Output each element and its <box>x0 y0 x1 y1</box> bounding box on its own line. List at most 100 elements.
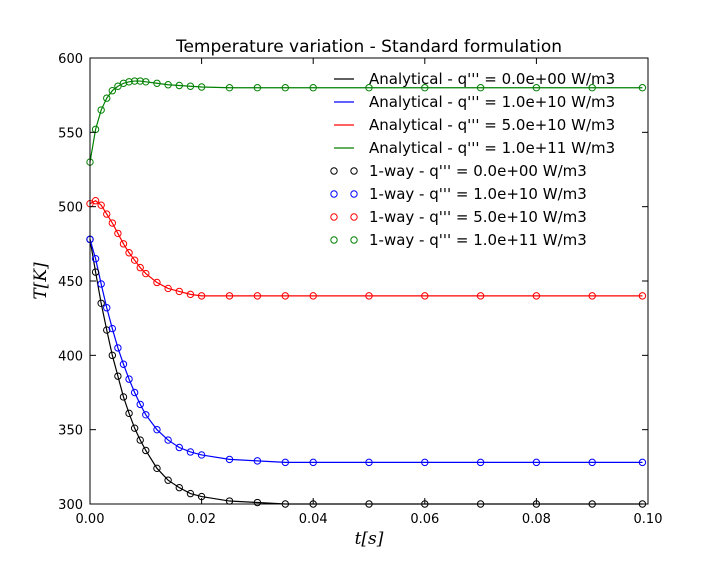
series-point <box>532 292 541 300</box>
series-line <box>89 80 643 163</box>
series-point <box>103 94 111 102</box>
y-axis-label: T[K] <box>31 262 51 300</box>
series-point <box>186 82 195 90</box>
series-point <box>186 290 195 299</box>
x-tick-label: 0.04 <box>299 512 328 527</box>
series-point <box>476 292 485 300</box>
series-2 <box>89 200 643 297</box>
series-point <box>130 388 139 397</box>
series-layer <box>86 77 647 508</box>
y-tick-label: 300 <box>58 498 83 513</box>
series-point <box>136 400 144 409</box>
series-point <box>186 448 195 456</box>
series-point <box>365 458 373 467</box>
series-point <box>164 284 172 293</box>
series-point <box>588 458 596 467</box>
series-point <box>638 292 647 300</box>
tick-layer: 0.00 0.02 0.04 0.06 0.08 0.10 300 350 400 450 500 5… <box>58 52 662 527</box>
series-point <box>309 458 317 467</box>
series-point <box>91 268 100 276</box>
series-point <box>153 425 161 434</box>
series-point <box>108 351 117 360</box>
series-point <box>125 409 133 418</box>
series-point <box>97 280 105 288</box>
legend-entry: Analytical - q''' = 0.0e+00 W/m3 <box>334 70 615 88</box>
series-point <box>119 393 128 401</box>
legend-label: 1-way - q''' = 1.0e+11 W/m3 <box>369 231 587 249</box>
series-point <box>476 84 485 92</box>
series-point <box>175 483 183 492</box>
series-point <box>365 292 373 300</box>
legend-entry: Analytical - q''' = 5.0e+10 W/m3 <box>334 116 615 134</box>
legend-label: Analytical - q''' = 1.0e+11 W/m3 <box>369 139 615 157</box>
x-tick-label: 0.08 <box>522 512 551 527</box>
series-point <box>197 83 206 91</box>
series-point <box>153 278 161 287</box>
series-point <box>108 324 117 333</box>
y-tick-label: 600 <box>58 52 83 67</box>
series-point <box>253 498 262 507</box>
series-point <box>588 84 596 92</box>
series-point <box>142 411 150 419</box>
legend-label: Analytical - q''' = 5.0e+10 W/m3 <box>369 116 615 134</box>
series-point <box>119 240 128 248</box>
x-axis-label: t[s] <box>355 529 384 549</box>
y-tick-label: 350 <box>58 424 83 439</box>
legend-entry: Analytical - q''' = 1.0e+10 W/m3 <box>334 93 615 111</box>
series-point <box>114 229 122 238</box>
series-point <box>125 375 133 383</box>
series-point <box>588 292 596 300</box>
series-point <box>225 84 234 92</box>
y-tick-label: 500 <box>58 201 83 216</box>
series-point <box>253 457 262 465</box>
x-tick-label: 0.06 <box>410 512 439 527</box>
series-point <box>309 84 317 92</box>
legend-entry: 1-way - q''' = 1.0e+10 W/m3 <box>330 185 587 203</box>
series-point <box>114 82 122 90</box>
series-point <box>130 424 139 432</box>
series-point <box>108 87 117 95</box>
legend-entry: Analytical - q''' = 1.0e+11 W/m3 <box>334 139 615 157</box>
series-point <box>421 458 429 467</box>
y-tick-label: 450 <box>58 275 83 290</box>
series-point <box>225 455 234 464</box>
series-point <box>130 256 139 264</box>
series-point <box>281 458 289 467</box>
series-point <box>253 84 262 92</box>
series-point <box>225 292 234 300</box>
legend-swatch-marker <box>350 167 358 175</box>
plot-area <box>90 58 648 504</box>
series-7 <box>86 77 647 166</box>
series-point <box>119 360 128 368</box>
series-point <box>136 263 144 272</box>
series-point <box>103 326 111 334</box>
legend-label: Analytical - q''' = 1.0e+10 W/m3 <box>369 93 615 111</box>
series-point <box>97 106 105 114</box>
x-tick-label: 0.00 <box>76 512 105 527</box>
legend-swatch-marker <box>350 213 358 221</box>
legend-swatch-marker <box>330 213 338 221</box>
chart-title: Temperature variation - Standard formula… <box>175 37 562 57</box>
x-tick-label: 0.10 <box>634 512 663 527</box>
series-point <box>421 292 429 300</box>
series-point <box>281 84 289 92</box>
series-point <box>197 292 206 300</box>
legend-swatch-marker <box>350 236 358 244</box>
series-point <box>164 81 172 89</box>
legend-entry: 1-way - q''' = 1.0e+11 W/m3 <box>330 231 587 249</box>
series-point <box>164 476 172 484</box>
legend-label: 1-way - q''' = 0.0e+00 W/m3 <box>369 162 587 180</box>
series-point <box>142 269 150 278</box>
series-point <box>136 436 144 444</box>
y-tick-label: 550 <box>58 126 83 141</box>
series-point <box>91 255 100 263</box>
series-point <box>164 436 172 444</box>
legend-swatch-marker <box>330 167 338 175</box>
series-point <box>253 292 262 300</box>
series-point <box>281 292 289 300</box>
series-point <box>108 219 117 227</box>
series-point <box>130 77 139 85</box>
legend-label: Analytical - q''' = 0.0e+00 W/m3 <box>369 70 615 88</box>
series-point <box>638 458 647 467</box>
series-point <box>175 81 183 90</box>
